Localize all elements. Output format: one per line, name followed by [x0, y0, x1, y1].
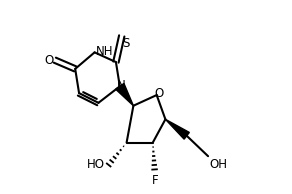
Text: N: N — [117, 79, 125, 92]
Text: O: O — [154, 87, 164, 100]
Text: S: S — [123, 37, 130, 50]
Polygon shape — [165, 119, 189, 139]
Text: F: F — [152, 174, 158, 187]
Text: NH: NH — [95, 45, 113, 58]
Polygon shape — [116, 83, 133, 106]
Text: HO: HO — [87, 158, 105, 171]
Text: O: O — [45, 54, 54, 67]
Text: OH: OH — [209, 158, 227, 171]
